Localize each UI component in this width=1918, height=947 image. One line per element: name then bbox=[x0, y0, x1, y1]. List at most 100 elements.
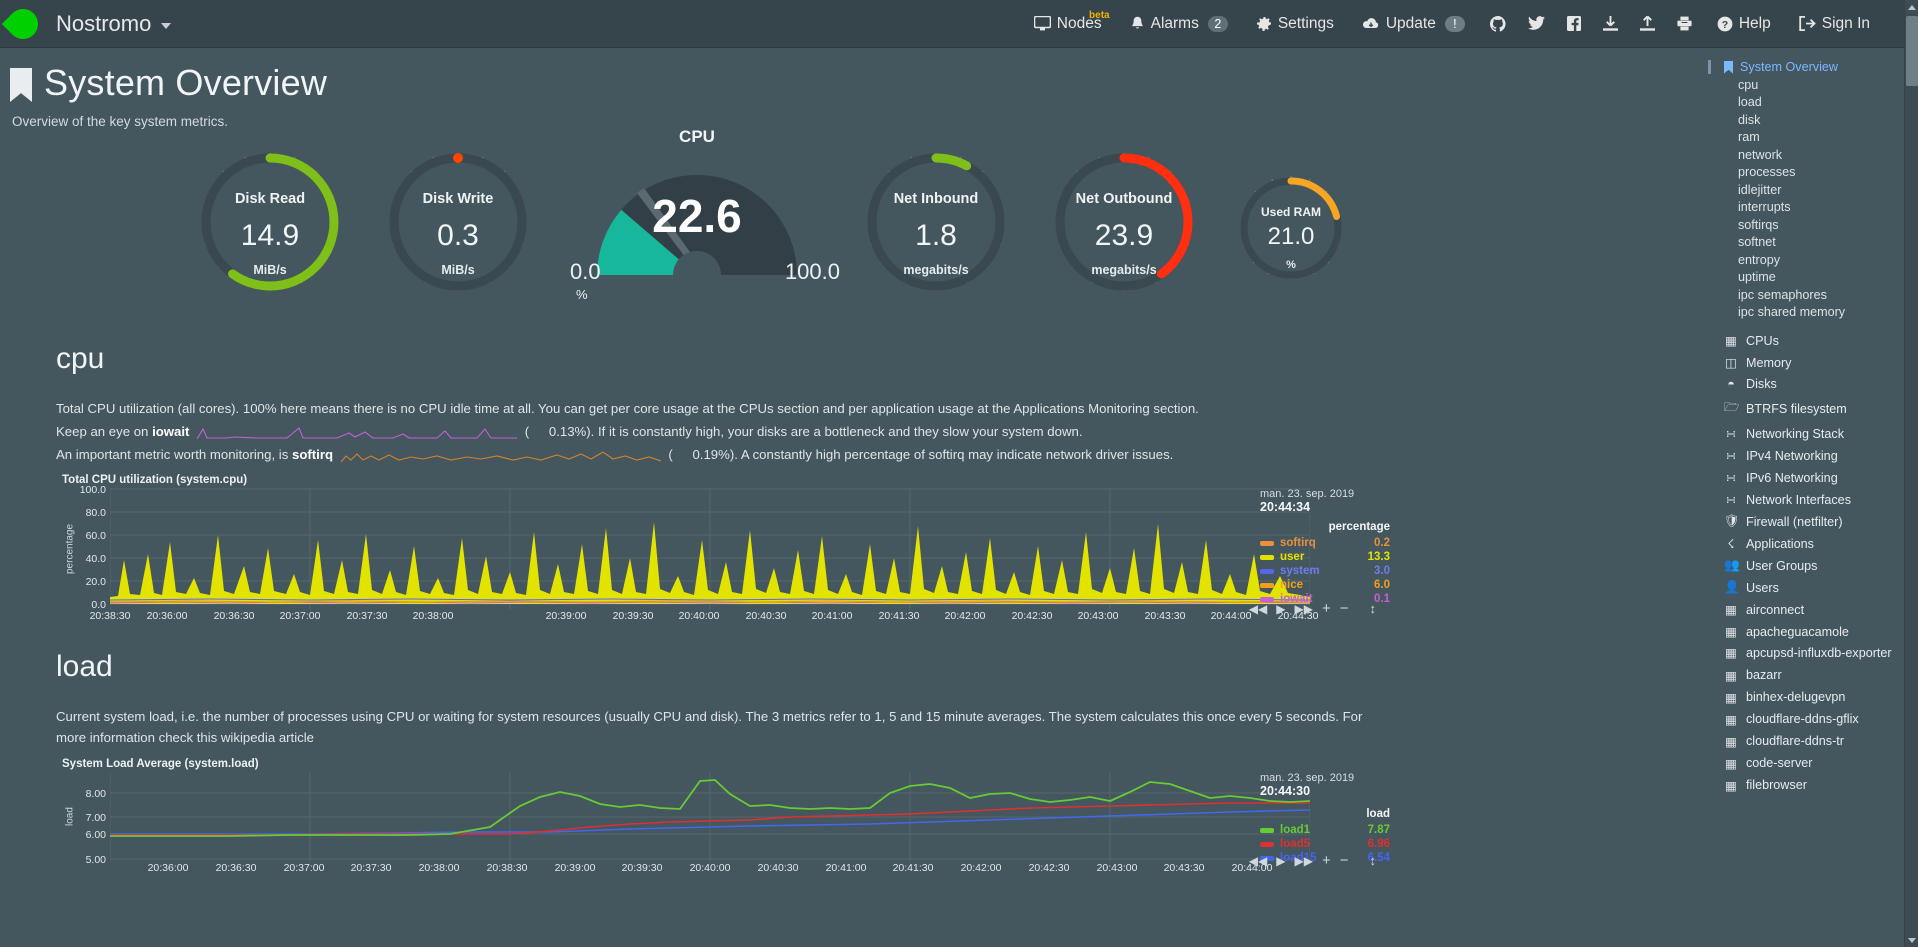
toc-item-firewall[interactable]: 🛡 Firewall (netfilter) bbox=[1724, 514, 1904, 529]
toc-item-networking-stack[interactable]: ∺ Networking Stack bbox=[1724, 426, 1904, 442]
chart-canvas[interactable]: load 8.00 7.00 6.00 5.00 bbox=[56, 772, 1390, 866]
resize-icon[interactable]: ↕ bbox=[1369, 601, 1377, 616]
nav-github[interactable] bbox=[1479, 10, 1517, 38]
chart-plot[interactable] bbox=[110, 488, 1310, 610]
iowait-sparkline bbox=[197, 427, 518, 440]
legend-row[interactable]: load5 6.96 bbox=[1260, 837, 1390, 851]
toc-sub-ipc-shared-memory[interactable]: ipc shared memory bbox=[1738, 305, 1846, 319]
toc-item-code-server[interactable]: ▦ code-server bbox=[1724, 756, 1904, 771]
interface-icon: ∺ bbox=[1725, 493, 1737, 507]
nav-export[interactable] bbox=[1629, 10, 1666, 38]
toc-item-bazarr[interactable]: ▦ bazarr bbox=[1724, 668, 1904, 683]
toc-sub-ipc-semaphores[interactable]: ipc semaphores bbox=[1738, 287, 1827, 302]
scroll-up-arrow[interactable] bbox=[1905, 0, 1918, 14]
gauge-disk-write[interactable]: Disk Write 0.3 MiB/s bbox=[378, 145, 538, 313]
gauge-disk-read[interactable]: Disk Read 14.9 MiB/s bbox=[190, 145, 350, 313]
bookmark-icon bbox=[1724, 60, 1733, 74]
toc-sub-interrupts[interactable]: interrupts bbox=[1738, 200, 1791, 214]
play-icon[interactable]: ▶ bbox=[1276, 601, 1286, 616]
toc-item-cloudflare-ddns-tr[interactable]: ▦ cloudflare-ddns-tr bbox=[1724, 734, 1904, 749]
toc-item-filebrowser[interactable]: ▦ filebrowser bbox=[1724, 778, 1904, 793]
toc-sub-processes[interactable]: processes bbox=[1738, 165, 1796, 179]
chart-system-cpu[interactable]: Total CPU utilization (system.cpu) perce… bbox=[56, 474, 1390, 628]
legend-row[interactable]: user 13.3 bbox=[1260, 550, 1390, 564]
toc-item-label: IPv6 Networking bbox=[1746, 470, 1838, 485]
toc-sub-softnet[interactable]: softnet bbox=[1738, 235, 1776, 249]
hostname-dropdown[interactable]: Nostromo bbox=[56, 11, 172, 37]
legend-row[interactable]: system 3.0 bbox=[1260, 564, 1390, 578]
toc-sub-idlejitter[interactable]: idlejitter bbox=[1738, 182, 1782, 197]
chart-controls[interactable]: ◀◀ ▶ ▶▶ + − ↕ bbox=[1249, 852, 1376, 869]
rewind-icon[interactable]: ◀◀ bbox=[1248, 601, 1268, 616]
forward-icon[interactable]: ▶▶ bbox=[1294, 601, 1313, 616]
nav-import[interactable] bbox=[1592, 10, 1629, 38]
legend-row[interactable]: iowait 0.1 bbox=[1260, 592, 1390, 606]
toc-item-user-groups[interactable]: 👥 User Groups bbox=[1724, 558, 1904, 573]
legend-row[interactable]: nice 6.0 bbox=[1260, 578, 1390, 592]
toc-item-memory[interactable]: ◫ Memory bbox=[1724, 355, 1904, 371]
chart-system-load[interactable]: System Load Average (system.load) load 8… bbox=[56, 758, 1390, 880]
toc-item-cpus[interactable]: ▦ CPUs bbox=[1724, 333, 1904, 349]
toc-item-label: Networking Stack bbox=[1746, 426, 1844, 441]
nav-help[interactable]: ? Help bbox=[1703, 9, 1785, 39]
toc-item-apcupsd-influxdb-exporter[interactable]: ▦ apcupsd-influxdb-exporter bbox=[1724, 646, 1904, 661]
play-icon[interactable]: ▶ bbox=[1276, 853, 1286, 868]
scrollbar-thumb[interactable] bbox=[1906, 16, 1918, 86]
grid-icon: ▦ bbox=[1725, 712, 1737, 727]
nav-nodes[interactable]: Nodes beta bbox=[1020, 9, 1116, 39]
nav-facebook[interactable] bbox=[1556, 10, 1592, 37]
chart-plot[interactable] bbox=[110, 772, 1310, 862]
gauge-label: Used RAM bbox=[1260, 205, 1321, 219]
toc-item-disks[interactable]: ◓ Disks bbox=[1724, 377, 1904, 391]
forward-icon[interactable]: ▶▶ bbox=[1294, 853, 1313, 868]
zoom-out-icon[interactable]: − bbox=[1339, 852, 1349, 869]
toc-item-btrfs[interactable]: 🗁 BTRFS filesystem bbox=[1724, 398, 1904, 419]
legend-row[interactable]: softirq 0.2 bbox=[1260, 536, 1390, 550]
page-scrollbar[interactable] bbox=[1904, 0, 1918, 947]
zoom-in-icon[interactable]: + bbox=[1321, 600, 1331, 617]
gear-icon bbox=[1256, 16, 1271, 31]
toc-sub-cpu[interactable]: cpu bbox=[1738, 77, 1759, 92]
nav-twitter[interactable] bbox=[1517, 10, 1556, 37]
gauge-net-inbound[interactable]: Net Inbound 1.8 megabits/s bbox=[856, 145, 1016, 313]
legend-row[interactable]: load15 6.54 bbox=[1260, 851, 1390, 865]
resize-icon[interactable]: ↕ bbox=[1369, 853, 1377, 868]
toc-sub-entropy[interactable]: entropy bbox=[1738, 252, 1781, 267]
gauge-net-outbound[interactable]: Net Outbound 23.9 megabits/s bbox=[1044, 145, 1204, 313]
nav-print[interactable] bbox=[1666, 10, 1703, 37]
toc-item-ipv4[interactable]: ∺ IPv4 Networking bbox=[1724, 448, 1904, 464]
legend-swatch bbox=[1260, 582, 1274, 588]
netdata-logo[interactable] bbox=[0, 0, 46, 48]
zoom-out-icon[interactable]: − bbox=[1339, 600, 1349, 617]
nav-signin[interactable]: Sign In bbox=[1785, 9, 1884, 39]
toc-item-users[interactable]: 👤 Users bbox=[1724, 580, 1904, 595]
toc-item-apacheguacamole[interactable]: ▦ apacheguacamole bbox=[1724, 624, 1904, 640]
toc-sub-disk[interactable]: disk bbox=[1738, 112, 1761, 127]
scroll-down-arrow[interactable] bbox=[1905, 933, 1918, 947]
gauge-cpu[interactable]: CPU 22.6 0.0 100.0 % bbox=[570, 127, 840, 325]
nav-alarms[interactable]: Alarms 2 bbox=[1116, 9, 1242, 39]
bookmark-icon bbox=[10, 68, 32, 102]
toc-item-applications[interactable]: ☇ Applications bbox=[1724, 536, 1904, 552]
toc-sub-uptime[interactable]: uptime bbox=[1738, 270, 1776, 284]
chart-canvas[interactable]: percentage 100.0 80.0 60.0 40.0 20.0 0.0 bbox=[56, 484, 1391, 611]
zoom-in-icon[interactable]: + bbox=[1321, 852, 1331, 869]
nav-update[interactable]: Update ! bbox=[1348, 9, 1479, 39]
nav-settings[interactable]: Settings bbox=[1242, 9, 1348, 39]
toc-active-section[interactable]: System Overview bbox=[1708, 60, 1904, 74]
chart-controls[interactable]: ◀◀ ▶ ▶▶ + − ↕ bbox=[1249, 600, 1376, 617]
gauge-unit: megabits/s bbox=[1091, 263, 1157, 277]
monitor-icon bbox=[1033, 16, 1051, 31]
toc-item-ipv6[interactable]: ∺ IPv6 Networking bbox=[1724, 470, 1904, 486]
toc-sub-ram[interactable]: ram bbox=[1738, 130, 1760, 144]
toc-sub-softirqs[interactable]: softirqs bbox=[1738, 217, 1779, 232]
rewind-icon[interactable]: ◀◀ bbox=[1248, 853, 1268, 868]
toc-sub-network[interactable]: network bbox=[1738, 147, 1783, 162]
legend-row[interactable]: load1 7.87 bbox=[1260, 823, 1390, 837]
toc-item-network-interfaces[interactable]: ∺ Network Interfaces bbox=[1724, 492, 1904, 508]
toc-sub-load[interactable]: load bbox=[1738, 95, 1762, 109]
toc-item-airconnect[interactable]: ▦ airconnect bbox=[1724, 602, 1904, 618]
gauge-used-ram[interactable]: Used RAM 21.0 % bbox=[1232, 171, 1350, 295]
toc-item-cloudflare-ddns-gflix[interactable]: ▦ cloudflare-ddns-gflix bbox=[1724, 712, 1904, 727]
toc-item-binhex-delugevpn[interactable]: ▦ binhex-delugevpn bbox=[1724, 690, 1904, 705]
